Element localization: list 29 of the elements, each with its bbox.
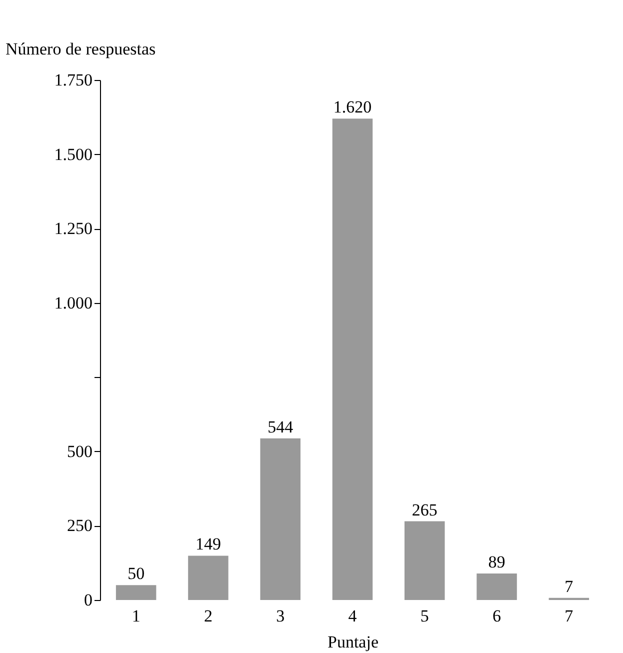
data-label: 1.620 — [333, 98, 372, 117]
data-label: 50 — [128, 564, 145, 584]
y-axis-title: Número de respuestas — [6, 40, 156, 58]
bar — [332, 118, 373, 600]
x-tick-label: 3 — [276, 606, 285, 626]
y-tick-label: 250 — [67, 516, 92, 536]
data-label: 89 — [488, 552, 506, 572]
data-label: 265 — [412, 500, 438, 520]
data-label: 7 — [564, 576, 574, 596]
y-tick-label: 1.500 — [54, 144, 92, 164]
bar — [260, 438, 300, 600]
x-tick-label: 4 — [348, 606, 358, 626]
x-tick-label: 5 — [420, 606, 429, 626]
bar — [188, 556, 228, 600]
y-tick-label: 500 — [67, 442, 92, 461]
y-tick-label: 1.000 — [54, 293, 92, 312]
x-tick-label: 7 — [564, 606, 574, 626]
y-tick-label: 1.750 — [54, 70, 92, 90]
x-tick-label: 1 — [132, 606, 140, 626]
bar — [116, 585, 156, 600]
x-tick-label: 6 — [492, 606, 502, 626]
y-tick-label: 1.250 — [54, 219, 92, 238]
data-label: 149 — [195, 534, 221, 554]
data-label: 544 — [268, 417, 294, 436]
x-axis-title: Puntaje — [328, 632, 378, 652]
x-tick-label: 2 — [204, 606, 212, 626]
y-tick-label: 0 — [84, 590, 92, 610]
bar — [404, 521, 445, 600]
bar — [476, 574, 517, 600]
